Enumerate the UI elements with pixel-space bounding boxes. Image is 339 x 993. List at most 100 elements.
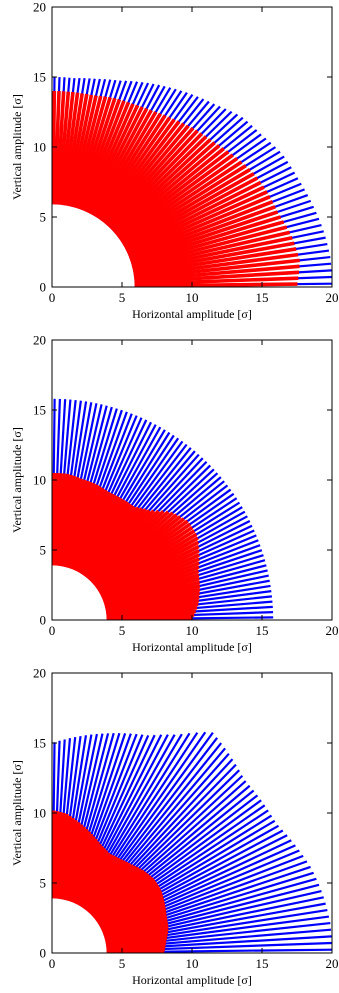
scan-ray — [127, 195, 271, 258]
scan-ray — [134, 276, 299, 286]
plot-area — [52, 398, 274, 620]
scan-ray — [133, 252, 299, 279]
scan-ray — [72, 96, 108, 208]
scan-ray — [62, 93, 84, 206]
scan-ray — [52, 472, 56, 566]
x-tick-label: 10 — [186, 956, 199, 971]
scan-ray — [112, 141, 216, 234]
scan-ray — [100, 120, 181, 223]
x-tick-label: 20 — [326, 290, 339, 305]
x-tick-label: 15 — [256, 290, 269, 305]
scan-ray — [70, 95, 103, 208]
scan-ray — [80, 100, 126, 211]
scan-ray — [109, 135, 208, 231]
x-tick-label: 0 — [49, 290, 56, 305]
x-tick-label: 20 — [326, 623, 339, 638]
scan-ray — [66, 94, 94, 207]
scan-ray — [95, 114, 167, 220]
y-tick-label: 15 — [33, 403, 46, 418]
scan-ray — [85, 104, 140, 214]
y-tick-label: 15 — [33, 70, 46, 85]
scan-ray — [124, 176, 259, 250]
scan-ray — [115, 147, 225, 237]
scan-ray — [134, 270, 300, 284]
scan-ray — [64, 93, 89, 207]
scan-ray — [52, 90, 57, 205]
scan-ray — [113, 144, 221, 236]
scan-ray — [53, 91, 61, 205]
scan-ray — [59, 91, 75, 206]
scan-ray — [92, 111, 158, 217]
y-axis-label: Vertical amplitude [σ] — [10, 427, 24, 533]
scan-ray — [132, 241, 295, 275]
y-tick-label: 20 — [33, 333, 46, 348]
x-axis-label: Horizontal amplitude [σ] — [132, 973, 252, 987]
x-tick-label: 5 — [119, 290, 126, 305]
excluded-core-region — [52, 898, 107, 953]
plot-area — [52, 731, 332, 953]
scan-ray — [123, 172, 255, 249]
chart-panel-3: 0 5 10 15 20 0 5 10 15 20 Horizontal amplitude [σ]… — [10, 666, 339, 988]
x-axis-label: Horizontal amplitude [σ] — [132, 640, 252, 654]
scan-ray — [125, 180, 262, 252]
x-tick-label: 5 — [119, 956, 126, 971]
scan-ray — [117, 153, 234, 240]
y-tick-label: 0 — [40, 280, 47, 295]
excluded-core-region — [52, 204, 135, 287]
scan-ray — [97, 116, 172, 221]
x-tick-label: 20 — [326, 956, 339, 971]
y-axis-label: Vertical amplitude [σ] — [10, 760, 24, 866]
y-tick-label: 15 — [33, 736, 46, 751]
scan-ray — [134, 264, 300, 282]
series-2 — [52, 472, 201, 620]
series-2 — [52, 90, 300, 287]
x-tick-label: 10 — [186, 623, 199, 638]
scan-ray — [108, 132, 204, 230]
scan-ray — [116, 150, 230, 239]
scan-ray — [57, 91, 71, 205]
scan-ray — [130, 215, 282, 265]
y-tick-label: 10 — [33, 806, 46, 821]
scan-ray — [87, 106, 144, 214]
series-2 — [52, 810, 169, 953]
y-tick-label: 5 — [40, 210, 47, 225]
scan-ray — [55, 91, 66, 205]
scan-ray — [134, 282, 298, 287]
y-tick-label: 10 — [33, 473, 46, 488]
scan-ray — [133, 247, 297, 277]
scan-ray — [99, 118, 176, 222]
scan-ray — [111, 138, 212, 233]
chart-panel-1: 0 5 10 15 20 0 5 10 15 20 Horizontal amplitude [σ]… — [10, 0, 339, 321]
x-axis-label: Horizontal amplitude [σ] — [132, 307, 252, 321]
excluded-core-region — [52, 565, 107, 620]
scan-ray — [126, 190, 268, 256]
scan-ray — [78, 98, 122, 210]
x-tick-label: 5 — [119, 623, 126, 638]
scan-ray — [102, 122, 186, 224]
scan-ray — [131, 220, 285, 267]
scan-ray — [122, 167, 251, 247]
y-tick-label: 10 — [33, 140, 46, 155]
scan-ray — [133, 258, 300, 280]
scan-ray — [103, 124, 190, 226]
scan-ray — [74, 96, 112, 209]
scan-ray — [105, 126, 195, 227]
scan-ray — [125, 185, 265, 254]
scan-ray — [60, 92, 80, 206]
scan-ray — [129, 210, 279, 263]
scan-ray — [129, 205, 276, 261]
y-tick-label: 5 — [40, 876, 47, 891]
scan-ray — [68, 95, 98, 207]
scan-ray — [76, 97, 117, 210]
y-tick-label: 0 — [40, 613, 47, 628]
scan-ray — [52, 810, 56, 899]
scan-ray — [106, 129, 199, 228]
scan-ray — [94, 112, 162, 218]
y-tick-label: 20 — [33, 666, 46, 681]
x-tick-label: 0 — [49, 956, 56, 971]
y-tick-label: 0 — [40, 946, 47, 961]
scan-ray — [132, 230, 291, 271]
scan-ray — [119, 160, 243, 244]
y-axis-label: Vertical amplitude [σ] — [10, 94, 24, 200]
